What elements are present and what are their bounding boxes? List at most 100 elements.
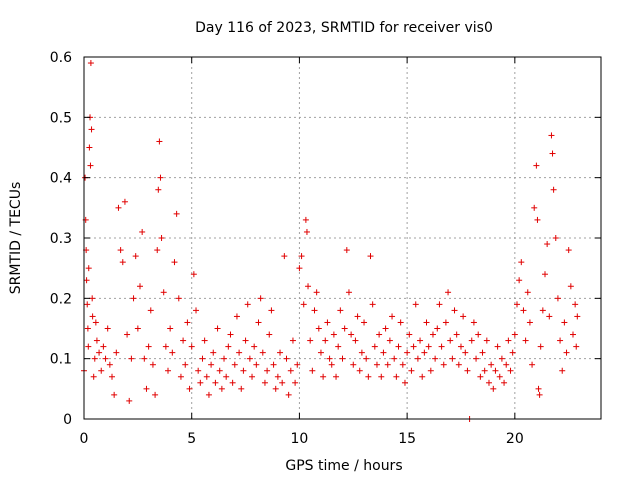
data-point (173, 210, 180, 217)
data-point (361, 319, 368, 326)
data-point (137, 283, 144, 290)
data-point (231, 361, 238, 368)
data-point (333, 373, 340, 380)
data-point (83, 277, 90, 284)
data-point (132, 253, 139, 260)
data-point (285, 391, 292, 398)
data-point (188, 343, 195, 350)
data-point (522, 337, 529, 344)
data-point (287, 367, 294, 374)
data-point (352, 337, 359, 344)
chart-title: Day 116 of 2023, SRMTID for receiver vis… (195, 20, 493, 36)
data-point (89, 295, 96, 302)
data-point (225, 343, 232, 350)
data-point (199, 355, 206, 362)
data-point (529, 361, 536, 368)
data-point (501, 379, 508, 386)
data-point (559, 367, 566, 374)
data-point (401, 379, 408, 386)
data-point (302, 216, 309, 223)
data-point (130, 295, 137, 302)
data-point (365, 373, 372, 380)
data-point (91, 355, 98, 362)
data-point (96, 349, 103, 356)
data-point (214, 325, 221, 332)
data-point (348, 331, 355, 338)
data-point (155, 186, 162, 193)
data-point (492, 367, 499, 374)
data-point (180, 337, 187, 344)
data-point (255, 319, 262, 326)
y-tick-label: 0.2 (50, 291, 72, 307)
data-point (479, 349, 486, 356)
data-point (335, 343, 342, 350)
data-point (337, 307, 344, 314)
data-point (363, 355, 370, 362)
data-point (266, 331, 273, 338)
data-point (473, 355, 480, 362)
data-point (447, 337, 454, 344)
data-point (238, 385, 245, 392)
data-point (102, 355, 109, 362)
data-point (511, 331, 518, 338)
data-point (152, 391, 159, 398)
data-point (242, 337, 249, 344)
data-point (141, 355, 148, 362)
data-point (294, 361, 301, 368)
data-point (453, 331, 460, 338)
data-point (289, 337, 296, 344)
data-point (470, 319, 477, 326)
data-point (412, 301, 419, 308)
x-tick-label: 0 (80, 431, 89, 447)
data-point (376, 331, 383, 338)
data-point (462, 349, 469, 356)
data-point (399, 361, 406, 368)
data-point (311, 307, 318, 314)
x-tick-label: 20 (506, 431, 524, 447)
data-point (427, 367, 434, 374)
data-point (300, 301, 307, 308)
data-point (386, 337, 393, 344)
data-point (157, 174, 164, 181)
data-point (201, 337, 208, 344)
data-point (494, 343, 501, 350)
data-point (563, 349, 570, 356)
data-point (490, 385, 497, 392)
data-point (313, 289, 320, 296)
data-point (423, 319, 430, 326)
data-point (382, 325, 389, 332)
data-point (395, 343, 402, 350)
data-point (292, 379, 299, 386)
data-point (356, 367, 363, 374)
data-point (442, 319, 449, 326)
data-point (259, 349, 266, 356)
data-point (86, 144, 93, 151)
data-point (186, 385, 193, 392)
data-point (229, 379, 236, 386)
data-point (569, 331, 576, 338)
data-point (283, 355, 290, 362)
data-point (197, 379, 204, 386)
data-point (561, 319, 568, 326)
data-point (410, 343, 417, 350)
data-point (539, 307, 546, 314)
data-point (554, 295, 561, 302)
data-point (268, 307, 275, 314)
data-point (328, 361, 335, 368)
data-point (425, 343, 432, 350)
data-point (158, 235, 165, 241)
data-point (455, 361, 462, 368)
data-point (432, 355, 439, 362)
x-tick-label: 10 (291, 431, 309, 447)
data-point (162, 343, 169, 350)
data-point (175, 295, 182, 302)
data-point (457, 343, 464, 350)
data-point (221, 355, 228, 362)
y-tick-label: 0.1 (50, 352, 72, 368)
data-point (534, 216, 541, 223)
data-point (249, 373, 256, 380)
data-point (84, 301, 91, 308)
data-point (488, 361, 495, 368)
data-point (421, 349, 428, 356)
data-point (143, 385, 150, 392)
